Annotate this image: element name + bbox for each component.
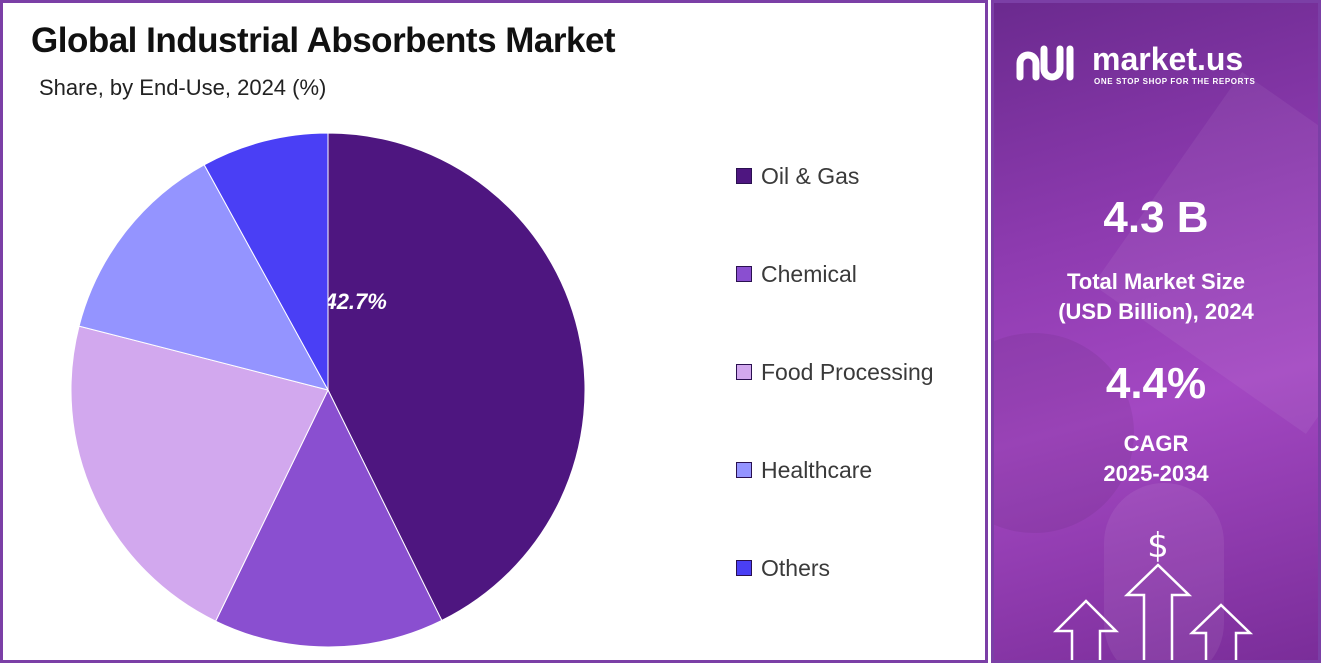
pie-data-label: 42.7%	[323, 289, 386, 314]
legend-item: Oil & Gas	[736, 160, 859, 192]
pie-slice-food-processing	[70, 325, 329, 622]
chart-subtitle: Share, by End-Use, 2024 (%)	[39, 75, 327, 100]
chart-title: Global Industrial Absorbents Market	[31, 21, 616, 60]
chart-panel: Global Industrial Absorbents Market Shar…	[0, 0, 988, 663]
legend-item: Healthcare	[736, 454, 872, 486]
market-size-label-line1: Total Market Size	[1066, 269, 1246, 294]
pie-chart: 42.7%	[70, 132, 586, 648]
legend-label: Chemical	[761, 260, 857, 287]
legend-swatch	[736, 560, 752, 576]
market-size-label-line2: (USD Billion), 2024	[1058, 299, 1254, 324]
pie-slice-chemical	[214, 388, 443, 648]
cagr-label-line1: CAGR	[1123, 431, 1189, 456]
legend-swatch	[736, 364, 752, 380]
legend-swatch	[736, 266, 752, 282]
legend-item: Chemical	[736, 258, 857, 290]
legend-swatch	[736, 462, 752, 478]
pie-slice-oil-gas	[327, 132, 586, 622]
dollar-icon: $	[1147, 526, 1169, 566]
market-size-value: 4.3 B	[1103, 193, 1209, 242]
brand-logo-icon	[1016, 45, 1074, 81]
legend-label: Healthcare	[761, 456, 873, 483]
legend-item: Others	[736, 552, 830, 584]
legend-label: Others	[761, 554, 831, 581]
brand-logo: market.us ONE STOP SHOP FOR THE REPORTS	[1014, 41, 1314, 91]
brand-name: market.us	[1092, 41, 1244, 77]
cagr-label-line2: 2025-2034	[1103, 461, 1209, 486]
cagr-value: 4.4%	[1105, 359, 1207, 408]
legend-label: Oil & Gas	[761, 162, 860, 189]
summary-panel: market.us ONE STOP SHOP FOR THE REPORTS …	[991, 0, 1321, 663]
brand-tagline: ONE STOP SHOP FOR THE REPORTS	[1094, 77, 1256, 86]
growth-arrows-icon: $	[1052, 526, 1254, 660]
legend-label: Food Processing	[761, 358, 934, 385]
pie-slice-healthcare	[78, 164, 329, 391]
legend-swatch	[736, 168, 752, 184]
legend-item: Food Processing	[736, 356, 934, 388]
pie-slice-others	[203, 132, 329, 391]
